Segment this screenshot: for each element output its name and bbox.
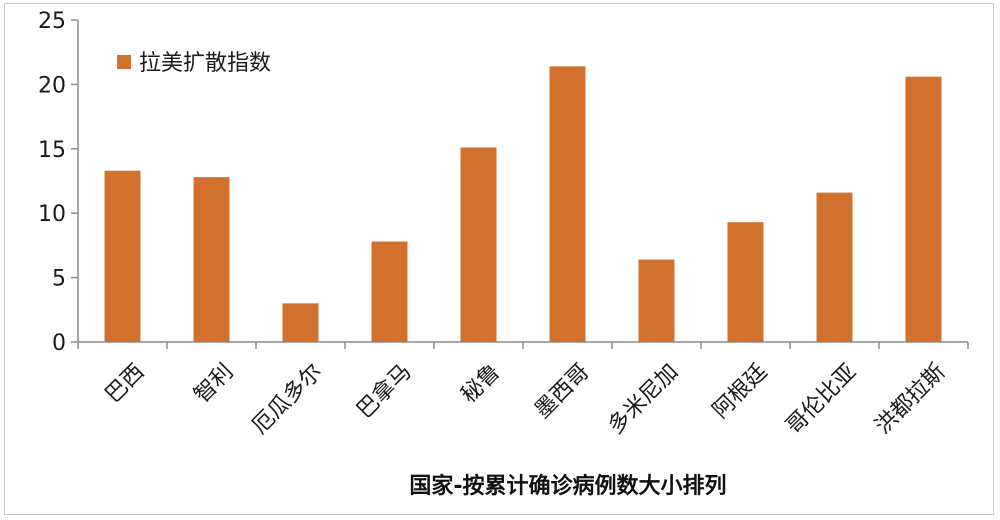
bar-6	[549, 66, 586, 343]
bar-5	[460, 147, 497, 342]
y-tick-label: 5	[52, 267, 66, 292]
x-tick-label: 智利	[190, 359, 239, 408]
x-axis-title: 国家-按累计确诊病例数大小排列	[409, 473, 726, 499]
x-tick-label: 哥伦比亚	[782, 359, 862, 439]
x-tick-label: 多米尼加	[604, 359, 684, 439]
bar-2	[193, 177, 230, 342]
legend: 拉美扩散指数	[117, 51, 271, 76]
y-axis: 0 5 10 15 20 25	[38, 9, 79, 356]
legend-swatch	[117, 55, 131, 69]
x-tick-label: 阿根廷	[708, 359, 772, 423]
bar-8	[727, 222, 764, 342]
x-tick-label: 洪都拉斯	[871, 359, 951, 439]
bar-10	[905, 76, 942, 342]
y-tick-label: 15	[38, 138, 66, 163]
bar-9	[816, 192, 853, 342]
x-tick-label: 厄瓜多尔	[248, 359, 328, 439]
y-tick-label: 0	[52, 331, 66, 356]
bar-1	[104, 170, 141, 342]
bar-3	[282, 303, 319, 342]
legend-label: 拉美扩散指数	[139, 51, 271, 76]
x-tick-label: 秘鲁	[457, 359, 506, 408]
y-tick-label: 25	[38, 9, 66, 34]
x-tick-label: 巴西	[101, 359, 150, 408]
category-labels: 巴西 智利 厄瓜多尔 巴拿马 秘鲁 墨西哥 多米尼加 阿根廷 哥伦比亚 洪都拉斯	[101, 359, 951, 440]
bar-7	[638, 259, 675, 342]
x-tick-label: 巴拿马	[351, 359, 416, 424]
x-axis	[77, 341, 969, 349]
bar-4	[371, 241, 408, 342]
y-tick-label: 20	[38, 73, 66, 98]
x-tick-label: 墨西哥	[530, 359, 594, 423]
y-tick-label: 10	[38, 202, 66, 227]
bars	[104, 66, 942, 343]
